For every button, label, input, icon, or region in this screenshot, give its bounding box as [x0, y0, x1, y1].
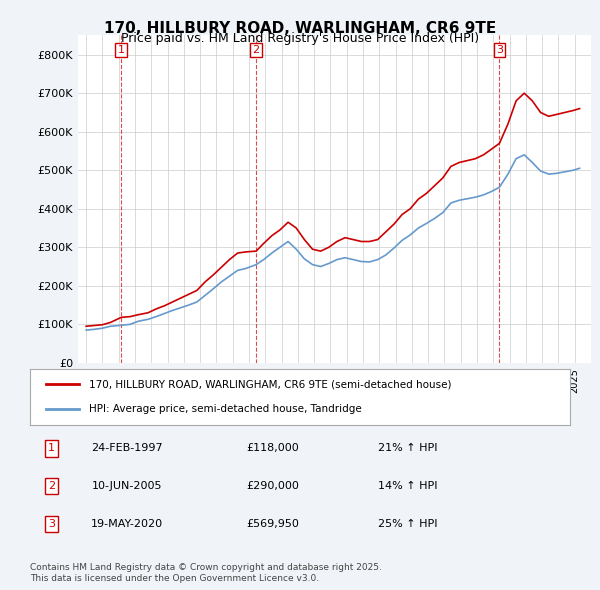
Text: 170, HILLBURY ROAD, WARLINGHAM, CR6 9TE: 170, HILLBURY ROAD, WARLINGHAM, CR6 9TE [104, 21, 496, 35]
Text: 3: 3 [48, 519, 55, 529]
Text: 19-MAY-2020: 19-MAY-2020 [91, 519, 163, 529]
Text: 21% ↑ HPI: 21% ↑ HPI [378, 444, 438, 453]
Text: 24-FEB-1997: 24-FEB-1997 [91, 444, 163, 453]
Text: 1: 1 [118, 45, 125, 55]
Text: £569,950: £569,950 [247, 519, 299, 529]
Text: £290,000: £290,000 [247, 481, 299, 491]
Text: 1: 1 [48, 444, 55, 453]
Text: 3: 3 [496, 45, 503, 55]
Text: 2: 2 [253, 45, 260, 55]
Text: 10-JUN-2005: 10-JUN-2005 [92, 481, 163, 491]
Text: £118,000: £118,000 [247, 444, 299, 453]
Text: Price paid vs. HM Land Registry's House Price Index (HPI): Price paid vs. HM Land Registry's House … [121, 32, 479, 45]
Text: 14% ↑ HPI: 14% ↑ HPI [378, 481, 438, 491]
Text: Contains HM Land Registry data © Crown copyright and database right 2025.
This d: Contains HM Land Registry data © Crown c… [30, 563, 382, 583]
Text: 170, HILLBURY ROAD, WARLINGHAM, CR6 9TE (semi-detached house): 170, HILLBURY ROAD, WARLINGHAM, CR6 9TE … [89, 379, 452, 389]
Text: 25% ↑ HPI: 25% ↑ HPI [378, 519, 438, 529]
Text: 2: 2 [48, 481, 55, 491]
Text: HPI: Average price, semi-detached house, Tandridge: HPI: Average price, semi-detached house,… [89, 404, 362, 414]
